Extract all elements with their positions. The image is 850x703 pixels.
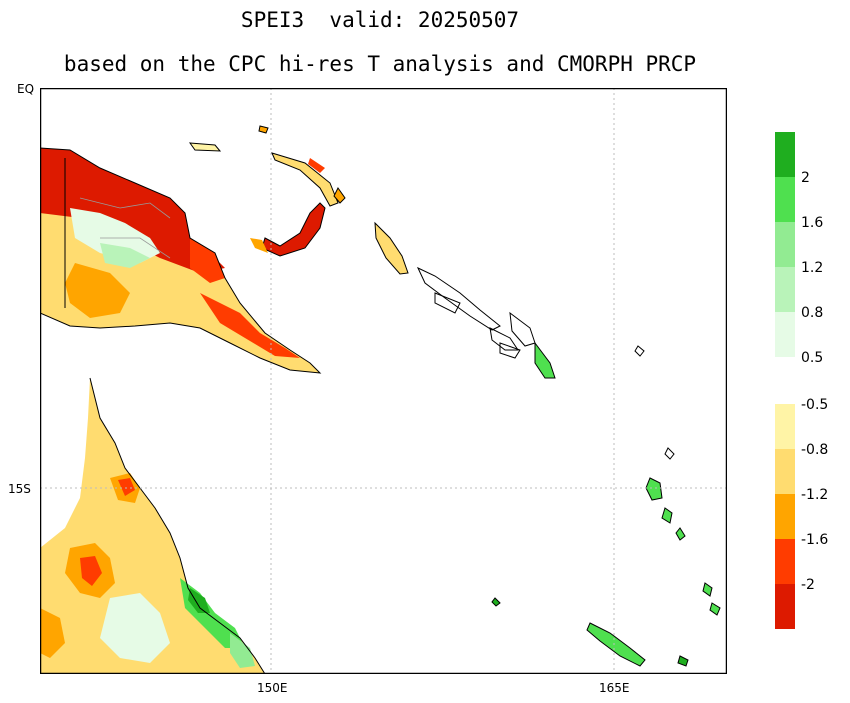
map-title: SPEI3 valid: 20250507	[240, 8, 520, 32]
spei-map	[40, 88, 727, 674]
neg-label-1: -0.8	[801, 442, 828, 458]
pos-label-1: 1.6	[801, 215, 823, 231]
lat-label-15s: 15S	[8, 482, 31, 496]
neg-swatch-0	[775, 404, 795, 449]
pos-swatch-2	[775, 222, 795, 267]
colorbar: 2 1.6 1.2 0.8 0.5 -0.5 -0.8 -1.2 -1.6 -2	[775, 132, 828, 629]
neg-label-3: -1.6	[801, 532, 828, 548]
neg-label-2: -1.2	[801, 487, 828, 503]
neg-swatch-4	[775, 584, 795, 629]
pos-label-4: 0.5	[801, 350, 823, 366]
lon-label-150e: 150E	[257, 681, 288, 695]
neg-label-4: -2	[801, 577, 815, 593]
pos-label-3: 0.8	[801, 305, 823, 321]
pos-swatch-0	[775, 132, 795, 177]
neg-swatch-1	[775, 449, 795, 494]
neg-label-0: -0.5	[801, 397, 828, 413]
pos-swatch-3	[775, 267, 795, 312]
lat-label-eq: EQ	[17, 82, 35, 96]
pos-label-2: 1.2	[801, 260, 823, 276]
australia-shading	[40, 378, 265, 674]
lon-label-165e: 165E	[599, 681, 630, 695]
pos-label-0: 2	[801, 170, 810, 186]
pos-swatch-1	[775, 177, 795, 222]
neg-swatch-2	[775, 494, 795, 539]
map-subtitle: based on the CPC hi-res T analysis and C…	[63, 52, 697, 76]
pos-swatch-4	[775, 312, 795, 357]
neg-swatch-3	[775, 539, 795, 584]
new-britain-shading	[262, 203, 325, 256]
